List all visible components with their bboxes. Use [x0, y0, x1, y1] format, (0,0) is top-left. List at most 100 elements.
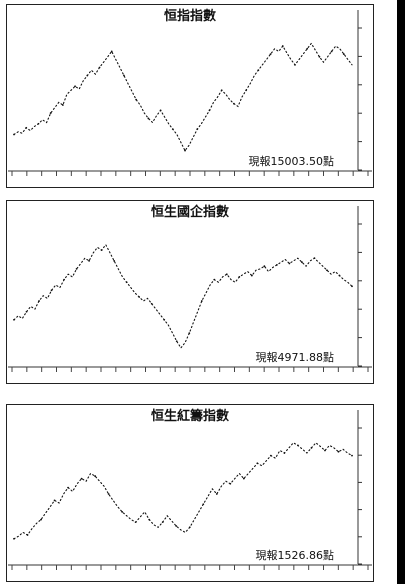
data-point: [38, 300, 40, 302]
data-point: [67, 486, 69, 489]
data-point: [338, 274, 341, 277]
chart-title: 恒生紅籌指數: [151, 408, 229, 424]
data-point: [269, 53, 272, 56]
data-point: [288, 262, 291, 265]
closing-value-label: 現報15003.50點: [249, 155, 335, 168]
data-point: [25, 310, 28, 313]
hang-seng-index-chart: 恒指指數現報15003.50點: [6, 4, 374, 188]
chart-frame: [6, 4, 374, 188]
data-point: [200, 300, 203, 302]
data-point: [134, 521, 137, 524]
chart-title: 恒生國企指數: [151, 204, 229, 220]
closing-value-label: 現報1526.86點: [256, 549, 335, 562]
data-point: [88, 259, 91, 262]
data-point: [242, 477, 245, 480]
data-point: [147, 117, 150, 120]
data-point: [25, 126, 28, 129]
data-point: [238, 276, 241, 278]
data-point: [188, 332, 191, 335]
series-line: [13, 442, 353, 540]
data-point: [161, 521, 164, 524]
data-point: [229, 482, 232, 485]
data-point: [49, 112, 52, 114]
data-point: [245, 89, 248, 92]
series-line: [13, 42, 353, 152]
data-point: [171, 128, 174, 131]
data-point: [50, 289, 53, 292]
data-point: [53, 499, 56, 502]
data-point: [26, 534, 29, 536]
data-point: [110, 50, 113, 53]
data-point: [220, 89, 223, 92]
data-point: [175, 340, 178, 343]
data-point: [159, 109, 162, 112]
data-point: [13, 133, 15, 136]
right-margin-rule: [397, 0, 405, 584]
data-point: [283, 452, 286, 454]
data-point: [297, 444, 299, 447]
data-point: [318, 55, 321, 58]
data-point: [310, 447, 313, 449]
data-point: [74, 85, 76, 88]
data-point: [75, 267, 78, 270]
data-point: [107, 493, 110, 495]
chart-frame: [6, 404, 374, 582]
data-point: [13, 537, 15, 540]
data-point: [326, 269, 328, 272]
data-point: [86, 74, 89, 77]
data-point: [306, 47, 309, 50]
data-point: [263, 265, 266, 268]
data-point: [257, 69, 260, 72]
data-point: [94, 475, 97, 477]
data-point: [250, 274, 253, 277]
data-point: [215, 493, 218, 495]
data-point: [233, 102, 235, 105]
data-point: [184, 149, 186, 152]
data-point: [208, 109, 211, 112]
data-point: [196, 128, 199, 131]
closing-value-label: 現報4971.88點: [256, 351, 335, 364]
data-point: [13, 318, 15, 321]
data-point: [324, 449, 326, 452]
data-point: [351, 285, 353, 288]
data-point: [40, 518, 42, 521]
data-point: [202, 503, 205, 506]
data-point: [63, 278, 65, 281]
data-point: [121, 511, 124, 513]
data-point: [37, 122, 40, 125]
chart-title: 恒指指數: [164, 8, 216, 24]
data-point: [330, 50, 333, 53]
data-point: [163, 318, 166, 321]
data-point: [98, 66, 101, 69]
data-point: [138, 296, 141, 298]
data-point: [213, 278, 216, 281]
data-point: [337, 450, 340, 453]
chart-frame: [6, 200, 374, 384]
data-point: [342, 53, 345, 56]
data-point: [125, 281, 128, 284]
data-point: [275, 263, 278, 266]
data-point: [313, 257, 316, 260]
data-point: [175, 525, 178, 527]
hang-seng-red-chip-chart: 恒生紅籌指數現報1526.86點: [6, 404, 374, 582]
data-point: [100, 249, 103, 252]
hang-seng-china-enterprises-chart: 恒生國企指數現報4971.88點: [6, 200, 374, 384]
data-point: [256, 462, 259, 465]
data-point: [351, 454, 353, 457]
data-point: [148, 518, 151, 521]
data-point: [301, 261, 303, 264]
data-point: [225, 273, 228, 276]
data-point: [269, 454, 272, 457]
data-point: [294, 63, 296, 66]
data-point: [123, 74, 125, 77]
data-point: [80, 477, 83, 480]
data-point: [281, 45, 284, 47]
data-point: [135, 98, 138, 101]
data-point: [61, 104, 64, 106]
data-point: [150, 302, 153, 305]
series-line: [13, 243, 353, 349]
data-point: [188, 526, 191, 529]
